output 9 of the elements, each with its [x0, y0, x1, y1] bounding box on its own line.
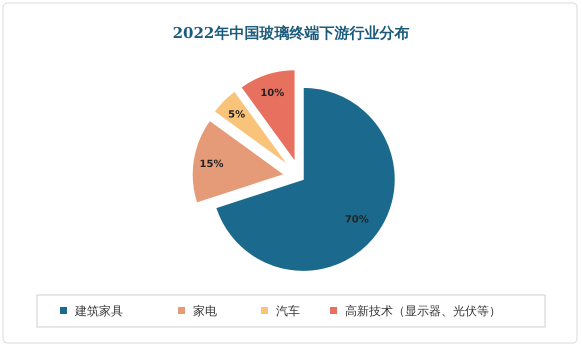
legend-label: 高新技术（显示器、光伏等）	[345, 304, 501, 318]
data-label: 15%	[200, 158, 224, 170]
chart-title: 2022年中国玻璃终端下游行业分布	[172, 24, 410, 42]
data-label: 10%	[260, 88, 284, 99]
legend-label: 家电	[193, 304, 217, 318]
data-label: 70%	[344, 214, 369, 226]
legend-label: 建筑家具	[74, 304, 123, 318]
data-label: 5%	[228, 110, 246, 121]
legend-label: 汽车	[276, 304, 300, 318]
